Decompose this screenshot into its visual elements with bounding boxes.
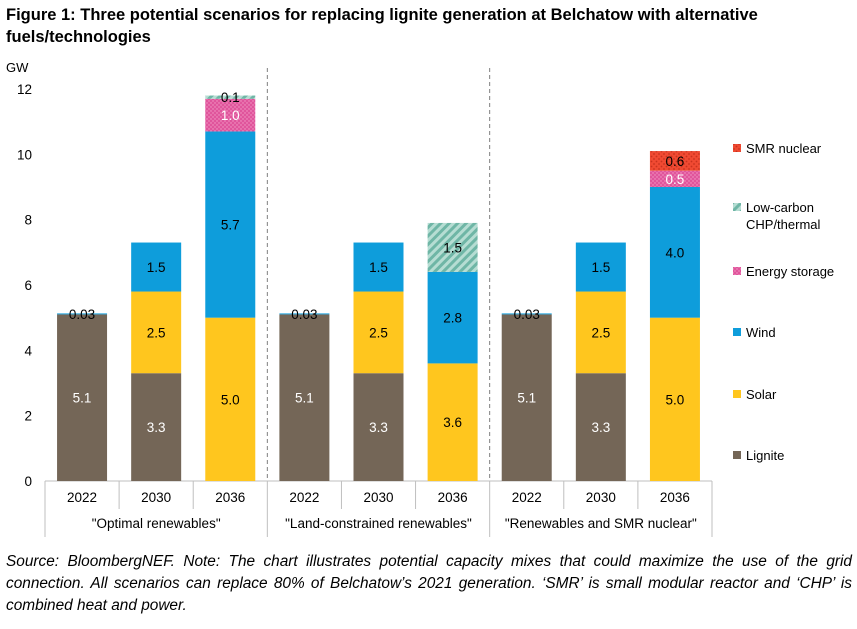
x-tick-label: 2030	[586, 490, 616, 505]
bar-segment-low-carbon-chp-thermal	[205, 95, 256, 99]
data-label: 2.5	[591, 325, 610, 340]
data-label: 0.03	[291, 307, 317, 322]
bar-segment-wind	[57, 313, 108, 315]
legend-label: Lignite	[746, 448, 784, 463]
data-label: 0.03	[69, 307, 95, 322]
data-label: 5.1	[517, 391, 536, 406]
data-label: 1.0	[221, 108, 240, 123]
data-label: 1.5	[591, 260, 610, 275]
source-footnote: Source: BloombergNEF. Note: The chart il…	[6, 553, 852, 614]
bar-segment-lignite	[131, 373, 182, 481]
data-label: 1.5	[369, 260, 388, 275]
data-label: 0.03	[514, 307, 540, 322]
bar-segment-solar	[427, 363, 478, 481]
legend-swatch	[733, 390, 741, 398]
bar-segment-wind	[649, 187, 700, 318]
data-label: 3.3	[591, 420, 610, 435]
x-tick-label: 2030	[141, 490, 171, 505]
data-label: 2.5	[369, 325, 388, 340]
legend-swatch	[733, 144, 741, 152]
data-label: 2.5	[147, 325, 166, 340]
bar-segment-smr-nuclear	[649, 151, 700, 171]
bar-segment-solar	[575, 291, 626, 374]
group-label: "Renewables and SMR nuclear"	[505, 516, 697, 531]
data-label: 5.0	[221, 392, 240, 407]
bar-segment-solar	[353, 291, 404, 374]
y-axis-unit-label: GW	[6, 60, 29, 75]
legend-label: SMR nuclear	[746, 141, 822, 156]
data-label: 4.0	[666, 245, 685, 260]
legend-label: Solar	[746, 387, 777, 402]
legend-swatch	[733, 203, 741, 211]
bar-segment-lignite	[353, 373, 404, 481]
bar-segment-solar	[131, 291, 182, 374]
bar-segment-wind	[353, 242, 404, 292]
data-label: 5.7	[221, 218, 240, 233]
x-tick-label: 2022	[289, 490, 319, 505]
bar-segment-wind	[427, 271, 478, 364]
data-label: 2.8	[443, 311, 462, 326]
bar-segment-wind	[131, 242, 182, 292]
group-label: "Land-constrained renewables"	[285, 516, 472, 531]
data-label: 0.6	[666, 154, 685, 169]
data-label: 5.0	[666, 392, 685, 407]
y-tick-label: 10	[17, 147, 32, 162]
bars-layer	[57, 95, 700, 481]
group-label: "Optimal renewables"	[92, 516, 221, 531]
figure-title: Figure 1: Three potential scenarios for …	[6, 6, 758, 46]
legend-label: Low-carbon	[746, 200, 814, 215]
legend-label: Wind	[746, 325, 776, 340]
data-label: 0.5	[666, 172, 685, 187]
legend-swatch	[733, 451, 741, 459]
data-label: 5.1	[73, 391, 92, 406]
x-tick-label: 2022	[512, 490, 542, 505]
y-tick-label: 12	[17, 82, 32, 97]
bar-segment-low-carbon-chp-thermal	[427, 222, 478, 272]
bar-segment-wind	[279, 313, 330, 315]
legend-swatch	[733, 328, 741, 336]
bar-segment-lignite	[279, 314, 330, 481]
bar-segment-wind	[205, 131, 256, 318]
data-label: 1.5	[147, 260, 166, 275]
bar-segment-lignite	[501, 314, 552, 481]
stacked-bar-chart: GW 0 2 4 6 8 10 12 2022 2030 2036 2022 2030 2036 2022 2…	[6, 60, 834, 537]
legend-label: Energy storage	[746, 264, 834, 279]
x-tick-label: 2030	[363, 490, 393, 505]
y-tick-label: 4	[24, 343, 32, 358]
legend-swatch	[733, 267, 741, 275]
bar-segment-energy-storage	[649, 170, 700, 187]
y-tick-label: 8	[24, 213, 32, 228]
x-tick-label: 2036	[438, 490, 468, 505]
data-labels-layer: 5.1 0.03 3.3 2.5 1.5 5.0 5.7 1.0 0.1 5.1 0.03 3.3 2.…	[69, 90, 684, 435]
y-tick-label: 6	[24, 278, 32, 293]
x-tick-label: 2022	[67, 490, 97, 505]
bar-segment-wind	[575, 242, 626, 292]
bar-segment-lignite	[575, 373, 626, 481]
legend: SMR nuclear Low-carbon CHP/thermal Energy s…	[733, 141, 834, 463]
y-tick-label: 2	[24, 409, 32, 424]
bar-segment-energy-storage	[205, 98, 256, 132]
data-label: 3.3	[369, 420, 388, 435]
data-label: 3.6	[443, 415, 462, 430]
bar-segment-wind	[501, 313, 552, 315]
x-tick-label: 2036	[215, 490, 245, 505]
bar-segment-solar	[205, 317, 256, 481]
bar-segment-solar	[649, 317, 700, 481]
bar-segment-lignite	[57, 314, 108, 481]
y-tick-label: 0	[24, 474, 32, 489]
x-tick-label: 2036	[660, 490, 690, 505]
data-label: 1.5	[443, 240, 462, 255]
legend-label: CHP/thermal	[746, 217, 821, 232]
data-label: 0.1	[221, 90, 240, 105]
data-label: 3.3	[147, 420, 166, 435]
data-label: 5.1	[295, 391, 314, 406]
